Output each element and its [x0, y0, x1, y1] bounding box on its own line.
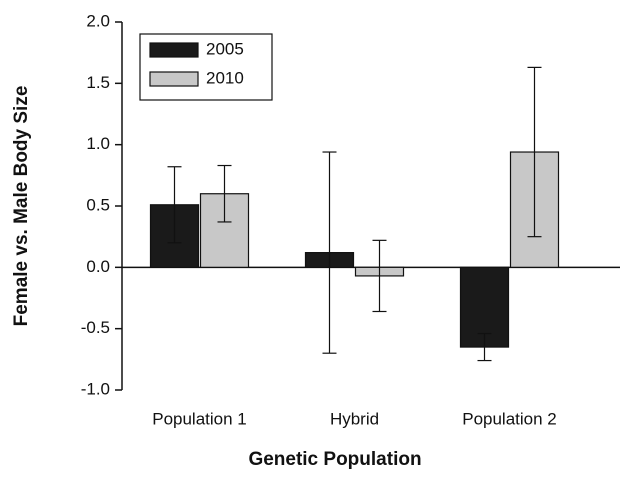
error-bar	[322, 151, 337, 354]
y-tick-label: -1.0	[81, 379, 110, 398]
y-tick-label: 0.5	[86, 195, 110, 214]
y-axis-label: Female vs. Male Body Size	[11, 86, 32, 327]
y-tick-label: 1.5	[86, 73, 110, 92]
y-tick-label: 2.0	[86, 11, 110, 30]
legend-label: 2005	[206, 39, 244, 58]
x-axis-label: Genetic Population	[248, 449, 421, 470]
legend-swatch	[149, 71, 199, 87]
x-tick-label: Population 2	[462, 409, 557, 428]
legend-label: 2010	[206, 68, 244, 87]
y-tick-label: -0.5	[81, 318, 110, 337]
error-bar	[372, 239, 387, 313]
y-tick-label: 0.0	[86, 257, 110, 276]
error-bar	[217, 164, 232, 223]
legend-swatch	[149, 42, 199, 58]
y-tick-label: 1.0	[86, 134, 110, 153]
x-tick-label: Population 1	[152, 409, 247, 428]
error-bar	[527, 66, 542, 238]
error-bar	[167, 166, 182, 244]
x-tick-label: Hybrid	[330, 409, 379, 428]
error-bar	[477, 332, 492, 362]
